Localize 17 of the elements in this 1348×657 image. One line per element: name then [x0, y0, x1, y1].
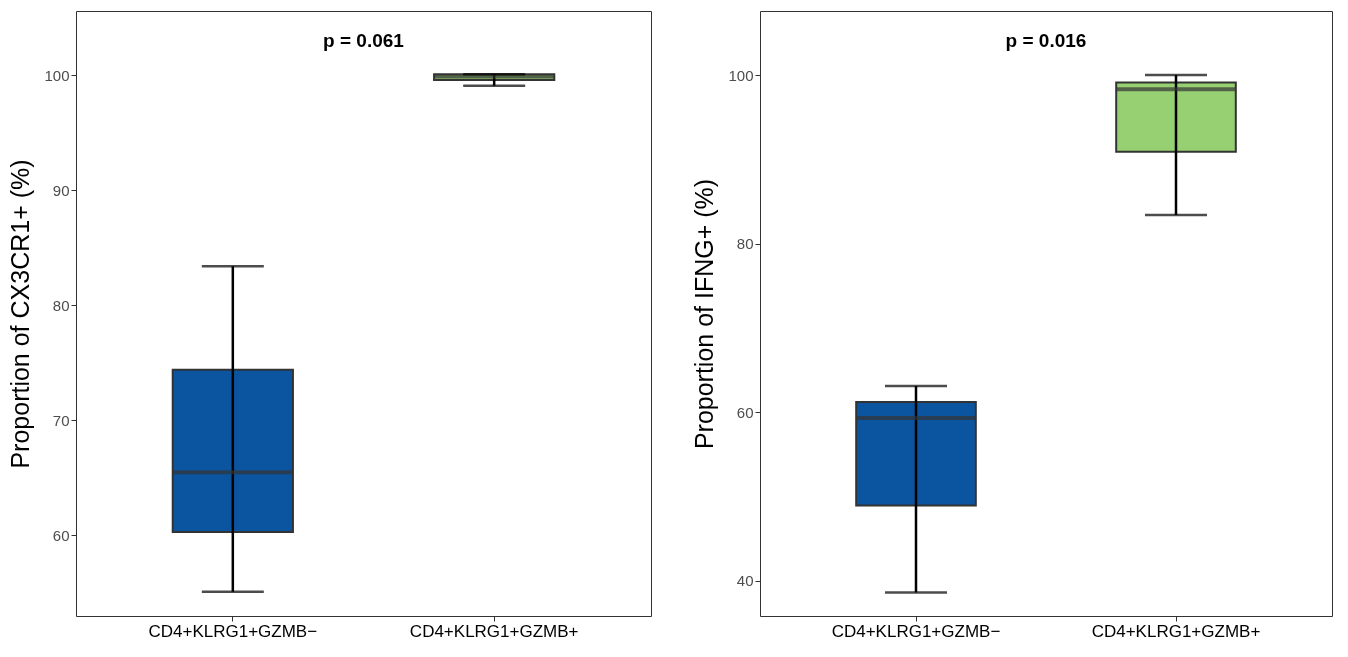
y-tick-label: 90 [52, 181, 70, 199]
y-tick-label: 70 [52, 411, 70, 429]
y-tick-label: 100 [44, 66, 70, 84]
x-tick-label: CD4+KLRG1+GZMB− [831, 621, 1001, 641]
y-tick-label: 80 [736, 235, 754, 253]
x-tick-label: CD4+KLRG1+GZMB− [148, 621, 318, 641]
y-tick-label: 80 [52, 296, 70, 314]
annotation: p = 0.061 [323, 30, 405, 51]
y-tick-label: 60 [736, 403, 754, 421]
y-axis-title: Proportion of IFNG+ (%) [690, 178, 719, 450]
y-tick-label: 100 [728, 66, 754, 84]
annotation: p = 0.016 [1005, 30, 1087, 51]
x-tick-label: CD4+KLRG1+GZMB+ [1091, 621, 1261, 641]
x-tick-label: CD4+KLRG1+GZMB+ [409, 621, 579, 641]
y-axis-title: Proportion of CX3CR1+ (%) [6, 159, 35, 469]
y-tick-label: 60 [52, 526, 70, 544]
y-tick-label: 40 [736, 572, 754, 590]
